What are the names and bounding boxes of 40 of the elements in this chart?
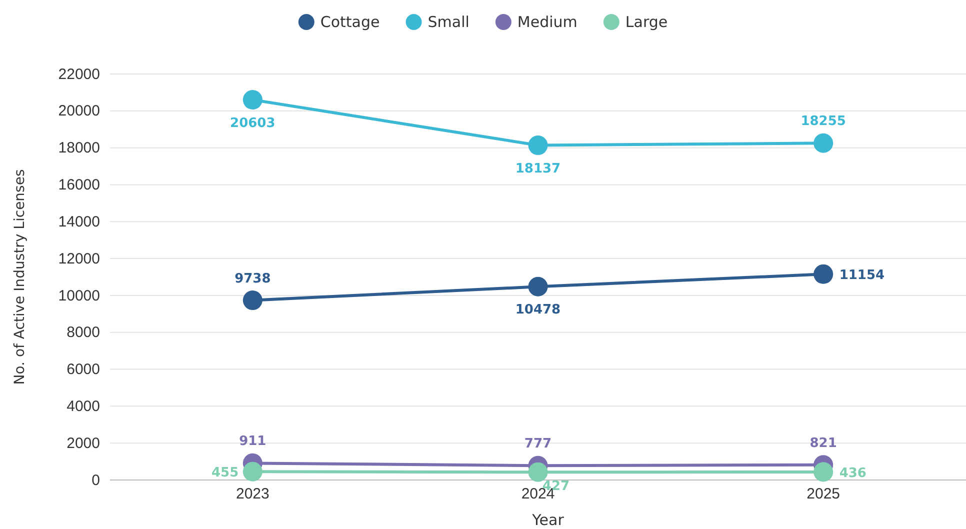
y-tick-label: 6000 [66, 361, 100, 378]
point [528, 276, 548, 296]
point [242, 462, 262, 482]
y-tick-label: 10000 [58, 287, 100, 304]
point [814, 462, 834, 482]
data-label: 436 [839, 466, 866, 481]
y-tick-label: 20000 [58, 102, 100, 120]
data-label: 911 [239, 434, 266, 450]
point [242, 290, 262, 310]
y-tick-label: 2000 [66, 434, 100, 452]
point [814, 133, 834, 153]
legend-label: Small [428, 13, 470, 31]
y-tick-label: 22000 [58, 66, 100, 83]
point [528, 136, 548, 156]
data-label: 18255 [800, 114, 846, 130]
data-label: 9738 [234, 271, 271, 286]
y-tick-label: 4000 [66, 398, 100, 415]
y-tick-label: 8000 [66, 324, 100, 342]
legend-label: Large [625, 13, 668, 31]
x-axis-title: Year [531, 511, 565, 529]
data-label: 18137 [515, 161, 561, 176]
data-label: 20603 [230, 116, 276, 131]
point [528, 462, 548, 482]
y-axis-title: No. of Active Industry Licenses [12, 169, 28, 385]
y-tick-label: 18000 [58, 140, 100, 157]
x-tick-label: 2025 [806, 486, 840, 503]
y-tick-label: 14000 [58, 213, 100, 230]
data-label: 777 [524, 436, 552, 452]
legend-label: Cottage [320, 13, 380, 31]
data-label: 455 [212, 466, 239, 481]
data-label: 11154 [839, 268, 885, 284]
point [242, 90, 262, 110]
y-tick-label: 0 [92, 472, 100, 489]
legend-label: Medium [517, 13, 578, 31]
data-label: 10478 [515, 302, 561, 318]
x-tick-label: 2023 [236, 486, 270, 503]
data-label: 821 [810, 436, 837, 451]
y-tick-label: 12000 [58, 250, 100, 268]
y-tick-label: 16000 [58, 176, 100, 194]
point [814, 264, 834, 284]
